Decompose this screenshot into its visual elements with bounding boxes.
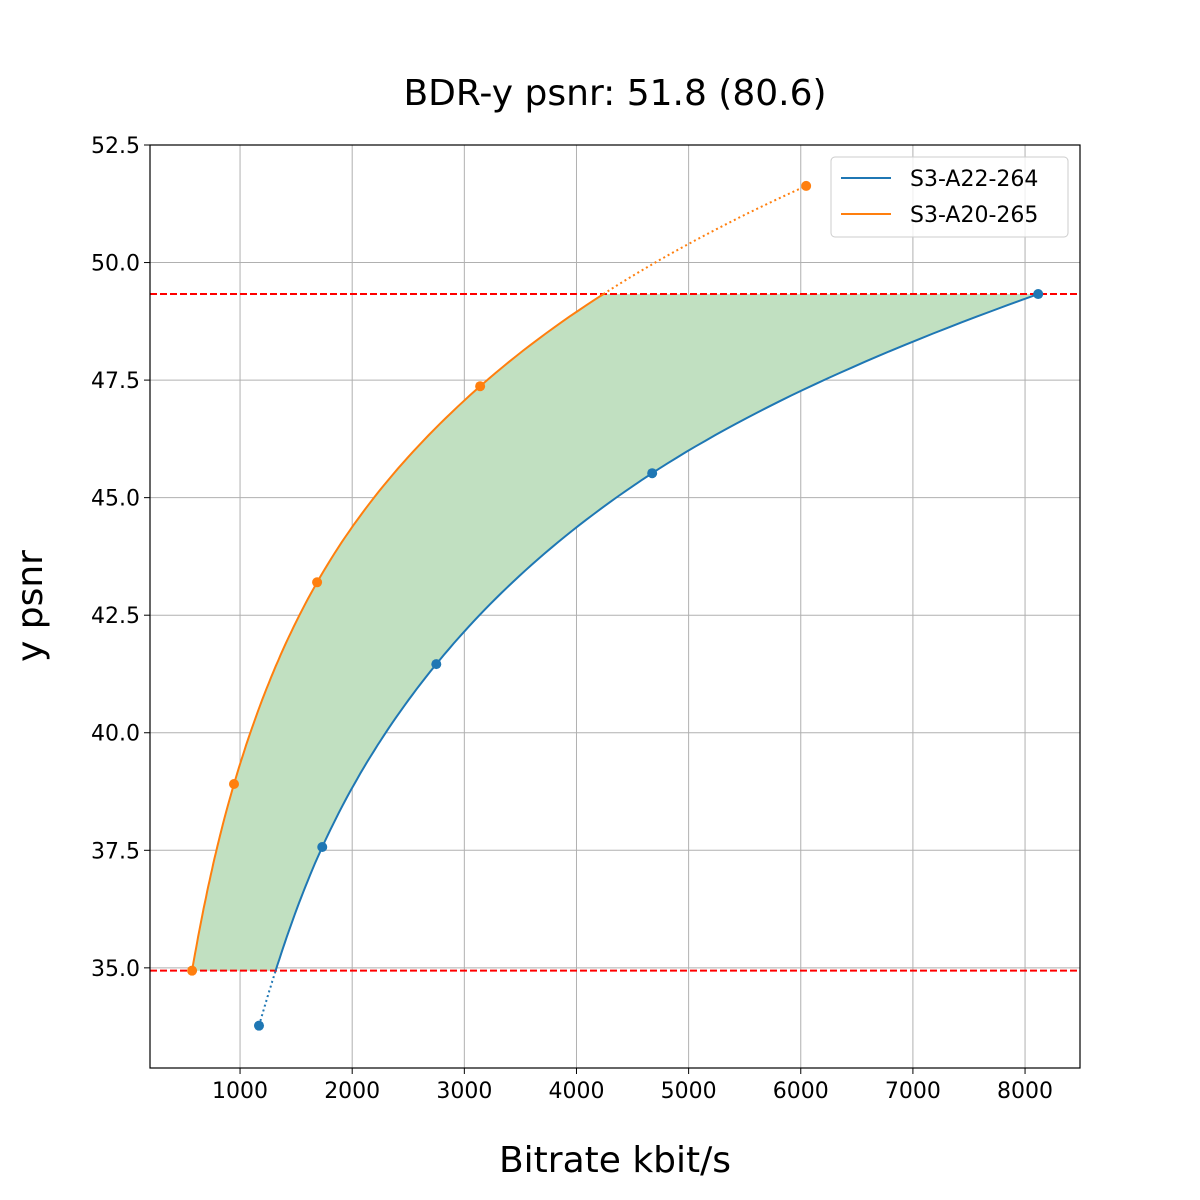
x-axis-label: Bitrate kbit/s — [499, 1140, 731, 1181]
legend: S3-A22-264 S3-A20-265 — [830, 156, 1069, 238]
x-tick-label: 1000 — [212, 1079, 268, 1104]
data-point — [254, 1020, 265, 1031]
data-point — [431, 659, 442, 670]
legend-label: S3-A20-265 — [910, 203, 1038, 228]
data-point — [228, 779, 239, 789]
series-line-dotted — [258, 970, 277, 1026]
data-point — [312, 577, 323, 588]
y-tick-label: 50.0 — [91, 252, 140, 277]
x-tick-label: 5000 — [661, 1079, 717, 1104]
data-point — [317, 842, 328, 853]
x-tick-label: 6000 — [773, 1079, 829, 1104]
bdr-fill-area — [192, 294, 1039, 971]
chart-title: BDR-y psnr: 51.8 (80.6) — [403, 73, 826, 114]
legend-label: S3-A22-264 — [910, 167, 1038, 192]
y-axis-label: y psnr — [10, 550, 51, 662]
x-tick-label: 2000 — [324, 1079, 380, 1104]
x-tick-label: 8000 — [997, 1079, 1053, 1104]
series-line-dotted — [602, 184, 807, 295]
x-tick-label: 7000 — [885, 1079, 941, 1104]
data-point — [475, 381, 486, 392]
data-point — [647, 468, 658, 479]
y-tick-label: 52.5 — [91, 134, 140, 159]
y-tick-label: 40.0 — [91, 722, 140, 747]
y-tick-label: 47.5 — [91, 369, 140, 394]
x-tick-label: 3000 — [436, 1079, 492, 1104]
series-line — [191, 293, 604, 971]
series-line — [274, 293, 1039, 972]
plot-frame — [149, 144, 1081, 1069]
y-tick-label: 42.5 — [91, 604, 140, 629]
y-tick-label: 35.0 — [91, 957, 140, 982]
data-point — [187, 965, 198, 976]
x-tick-label: 4000 — [548, 1079, 604, 1104]
y-tick-label: 45.0 — [91, 487, 140, 512]
y-tick-label: 37.5 — [91, 839, 140, 864]
data-point — [1033, 289, 1044, 300]
data-point — [801, 180, 812, 191]
